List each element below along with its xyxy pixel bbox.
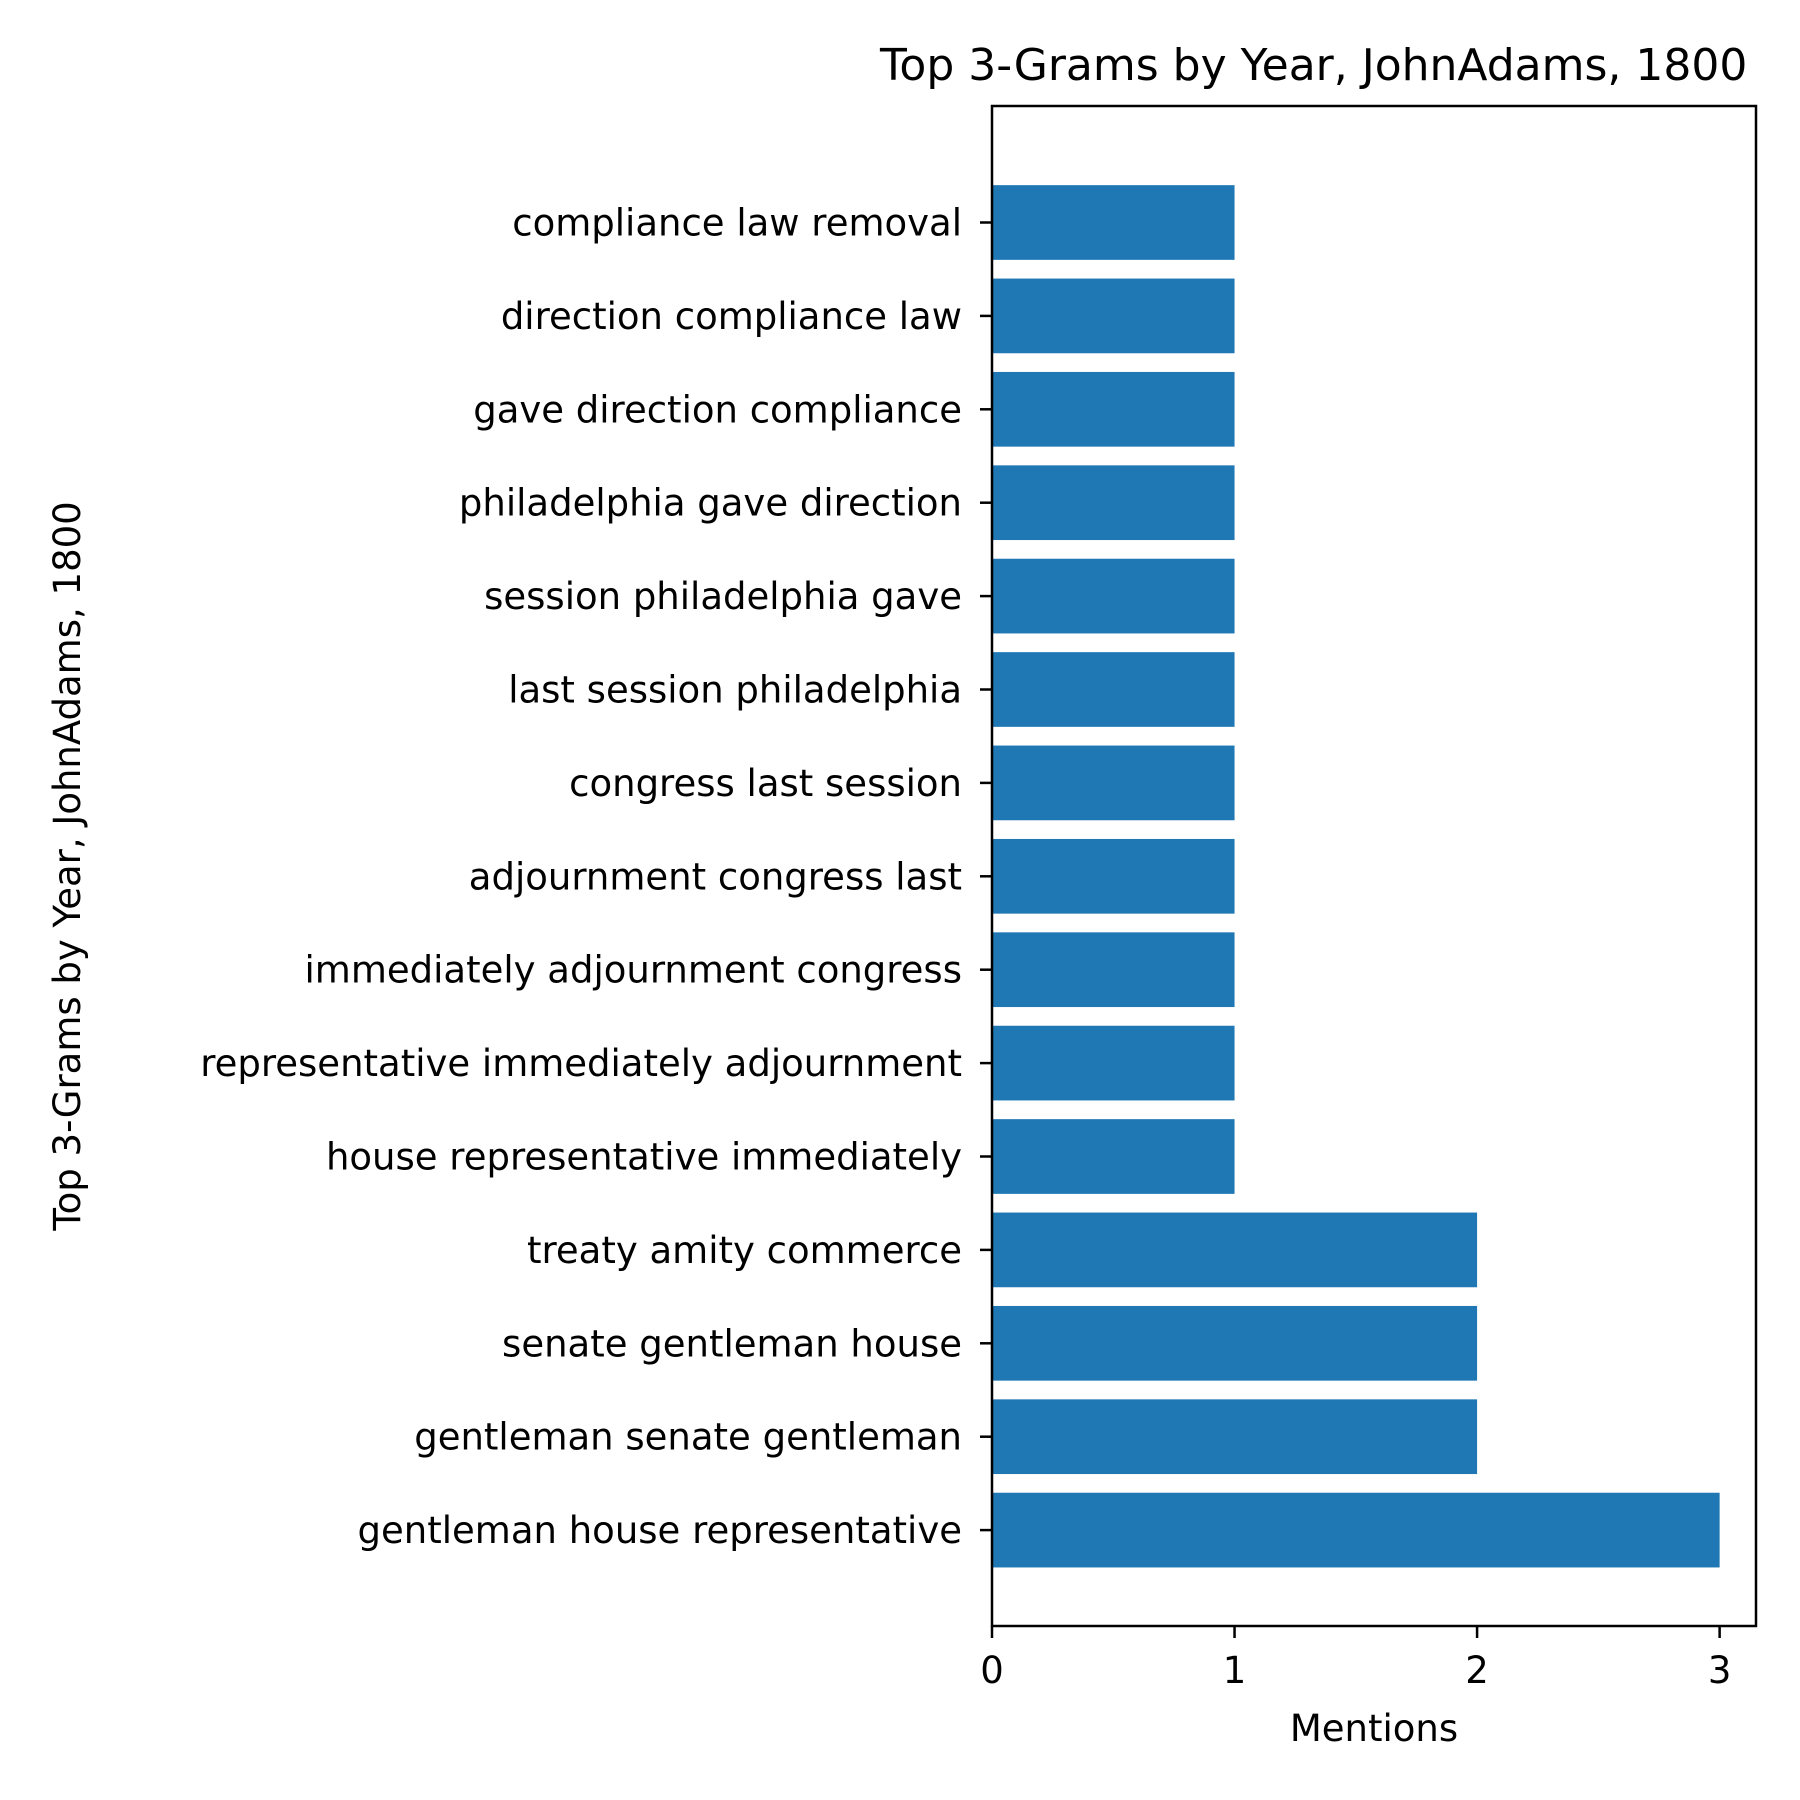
y-tick-label: philadelphia gave direction xyxy=(459,482,962,525)
bar xyxy=(992,838,1235,914)
y-tick-label: house representative immediately xyxy=(326,1136,962,1179)
y-tick-label: gave direction compliance xyxy=(473,388,962,431)
y-tick-label: congress last session xyxy=(569,762,962,805)
y-tick-label: representative immediately adjournment xyxy=(200,1042,962,1085)
x-tick-label: 2 xyxy=(1465,1649,1489,1692)
y-tick-label: adjournment congress last xyxy=(469,855,962,898)
bar xyxy=(992,745,1235,821)
y-tick-label: last session philadelphia xyxy=(508,669,962,712)
bar xyxy=(992,1399,1478,1475)
y-tick-label: gentleman house representative xyxy=(358,1509,962,1552)
bar xyxy=(992,465,1235,541)
bar xyxy=(992,1492,1720,1568)
y-axis-label: Top 3-Grams by Year, JohnAdams, 1800 xyxy=(46,501,89,1231)
x-axis-label: Mentions xyxy=(1290,1707,1458,1750)
x-tick-label: 0 xyxy=(980,1649,1004,1692)
x-axis-ticks: 0 1 2 3 xyxy=(980,1626,1731,1692)
y-tick-label: treaty amity commerce xyxy=(527,1229,962,1272)
bar xyxy=(992,1025,1235,1101)
y-tick-label: session philadelphia gave xyxy=(484,575,962,618)
y-tick-label: senate gentleman house xyxy=(502,1322,962,1365)
bar xyxy=(992,371,1235,447)
y-tick-label: compliance law removal xyxy=(512,202,962,245)
x-tick-label: 3 xyxy=(1708,1649,1732,1692)
plot-frame xyxy=(990,104,1758,1628)
y-tick-label: gentleman senate gentleman xyxy=(414,1416,962,1459)
y-axis-ticks: gentleman house representative gentleman … xyxy=(200,202,992,1552)
x-tick-label: 1 xyxy=(1223,1649,1247,1692)
bar xyxy=(992,652,1235,727)
chart-title: Top 3-Grams by Year, JohnAdams, 1800 xyxy=(879,40,1747,91)
bar xyxy=(992,278,1235,354)
bars-group xyxy=(992,185,1720,1568)
bar xyxy=(992,185,1235,260)
bar xyxy=(992,932,1235,1008)
bar xyxy=(992,1119,1235,1194)
y-tick-label: immediately adjournment congress xyxy=(305,949,962,992)
bar xyxy=(992,1305,1478,1381)
y-tick-label: direction compliance law xyxy=(501,295,962,338)
bar xyxy=(992,1212,1478,1288)
bar xyxy=(992,558,1235,634)
